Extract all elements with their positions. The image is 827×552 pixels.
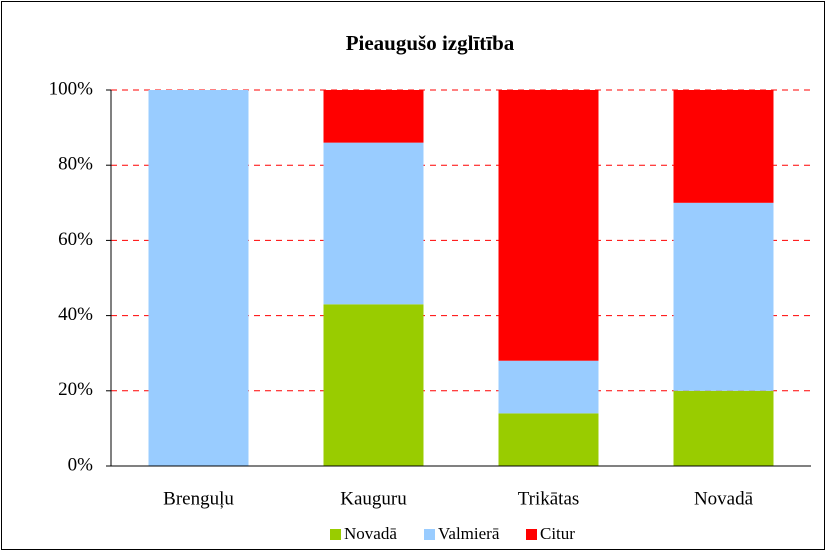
legend-swatch [330,529,341,540]
bar-segment [498,413,599,466]
x-tick-label: Novadā [694,488,754,509]
bar-segment [673,202,774,391]
x-tick-label: Brenguļu [163,488,234,509]
bar-segment [498,360,599,414]
chart-title: Pieaugušo izglītība [346,31,515,55]
legend-label: Novadā [344,524,397,543]
bar-segment [673,390,774,466]
bar-segment [323,304,424,466]
x-tick-label: Trikātas [518,488,580,509]
y-tick-label: 60% [58,229,93,250]
y-tick-label: 0% [68,454,94,475]
x-tick-label: Kauguru [340,488,407,509]
y-tick-label: 80% [58,154,93,175]
bar-segment [148,90,249,466]
legend-label: Valmierā [438,524,500,543]
legend-label: Citur [540,524,575,543]
bar-segment [323,142,424,305]
bar-segment [323,90,424,143]
bar-segment [673,90,774,203]
y-tick-label: 40% [58,304,93,325]
y-tick-label: 20% [58,379,93,400]
legend-swatch [424,529,435,540]
bar-segment [498,90,599,361]
y-tick-label: 100% [49,78,94,99]
legend-swatch [526,529,537,540]
